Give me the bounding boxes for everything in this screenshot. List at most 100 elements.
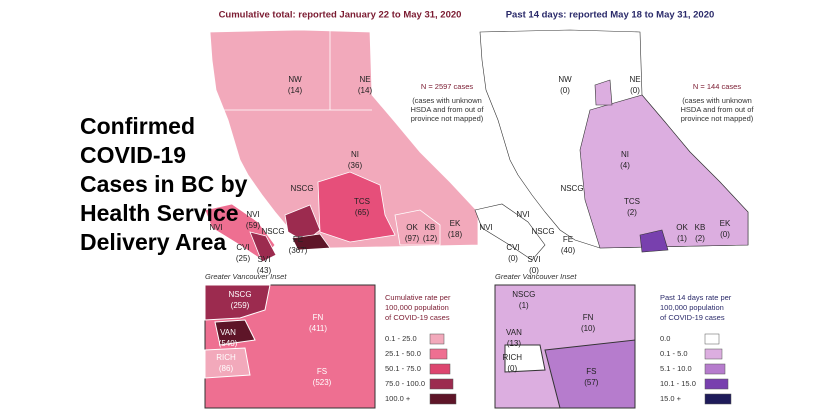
inset-title: Greater Vancouver Inset bbox=[495, 272, 577, 281]
region-name: NI bbox=[621, 150, 629, 159]
inset-region-count: (523) bbox=[313, 378, 332, 387]
title-line: Health Service bbox=[80, 200, 239, 226]
region-count: (2) bbox=[627, 208, 637, 217]
region-count: (0) bbox=[508, 254, 518, 263]
legend-swatch bbox=[704, 348, 723, 360]
note-line: HSDA and from out of bbox=[681, 105, 755, 114]
region-name: FE bbox=[293, 235, 303, 244]
inset-region-name: VAN bbox=[220, 328, 236, 337]
inset-region-count: (540) bbox=[219, 339, 238, 348]
region-name: NW bbox=[558, 75, 572, 84]
legend-swatch bbox=[429, 363, 451, 375]
region-name: OK bbox=[406, 223, 418, 232]
note-line: province not mapped) bbox=[411, 114, 484, 123]
note-line: HSDA and from out of bbox=[411, 105, 485, 114]
region-count: (0) bbox=[529, 266, 539, 275]
region-name: FE bbox=[563, 235, 573, 244]
inset-region-name: RICH bbox=[503, 353, 523, 362]
region-count: (97) bbox=[405, 234, 420, 243]
region-count: (0) bbox=[720, 230, 730, 239]
inset-region-name: RICH bbox=[216, 353, 236, 362]
note-line: (cases with unknown bbox=[412, 96, 482, 105]
legend-label: 75.0 - 100.0 bbox=[385, 379, 425, 388]
region-name: NSCG bbox=[290, 184, 313, 193]
case-count: N = 2597 cases bbox=[421, 82, 474, 91]
legend-swatch bbox=[704, 333, 720, 345]
inset-region-count: (1) bbox=[519, 301, 529, 310]
region-name: SVI bbox=[528, 255, 541, 264]
region-name: CVI bbox=[236, 243, 249, 252]
inset-region-name: FS bbox=[586, 367, 596, 376]
region-name: NE bbox=[629, 75, 640, 84]
map-header: Past 14 days: reported May 18 to May 31,… bbox=[506, 10, 715, 21]
legend-title-line: of COVID-19 cases bbox=[660, 313, 725, 322]
right-map-shapes bbox=[474, 29, 749, 261]
legend-swatch bbox=[704, 393, 732, 405]
region-count: (65) bbox=[355, 208, 370, 217]
region-count: (2) bbox=[695, 234, 705, 243]
region-name: NW bbox=[288, 75, 302, 84]
region-name: NVI bbox=[209, 223, 222, 232]
region-name: NSCG bbox=[261, 227, 284, 236]
inset-region-count: (13) bbox=[507, 339, 522, 348]
inset-region-name: VAN bbox=[506, 328, 522, 337]
legend-label: 0.1 - 25.0 bbox=[385, 334, 417, 343]
title-line: COVID-19 bbox=[80, 142, 186, 168]
region-name: KB bbox=[425, 223, 436, 232]
region-name: TCS bbox=[354, 197, 370, 206]
left-map-shapes bbox=[204, 29, 479, 263]
inset-region-name: FN bbox=[583, 313, 594, 322]
title-line: Delivery Area bbox=[80, 229, 226, 255]
insets bbox=[204, 284, 636, 409]
title-line: Confirmed bbox=[80, 113, 195, 139]
region-count: (14) bbox=[288, 86, 303, 95]
legend-label: 100.0 + bbox=[385, 394, 411, 403]
case-count: N = 144 cases bbox=[693, 82, 741, 91]
legend-label: 0.0 bbox=[660, 334, 670, 343]
note-line: province not mapped) bbox=[681, 114, 754, 123]
region-count: (4) bbox=[620, 161, 630, 170]
region-name: KB bbox=[695, 223, 706, 232]
region-name: EK bbox=[450, 219, 461, 228]
legend-title-line: Past 14 days rate per bbox=[660, 293, 732, 302]
inset-title: Greater Vancouver Inset bbox=[205, 272, 287, 281]
region-name: NVI bbox=[246, 210, 259, 219]
region-name: NI bbox=[351, 150, 359, 159]
legend-label: 50.1 - 75.0 bbox=[385, 364, 421, 373]
region-count: (0) bbox=[560, 86, 570, 95]
legend-swatch bbox=[429, 333, 445, 345]
inset-region-count: (411) bbox=[309, 324, 327, 333]
legend-title-line: 100,000 population bbox=[385, 303, 449, 312]
region-count: (367) bbox=[289, 246, 308, 255]
region-count: (14) bbox=[358, 86, 373, 95]
region-name: NVI bbox=[479, 223, 492, 232]
legend-label: 15.0 + bbox=[660, 394, 682, 403]
legend-label: 0.1 - 5.0 bbox=[660, 349, 688, 358]
legend-swatch bbox=[704, 363, 726, 375]
legend-title-line: of COVID-19 cases bbox=[385, 313, 450, 322]
legend-title-line: Cumulative rate per bbox=[385, 293, 451, 302]
legend-label: 10.1 - 15.0 bbox=[660, 379, 696, 388]
legend-swatch bbox=[429, 378, 454, 390]
legend-swatch bbox=[429, 348, 448, 360]
inset-region-name: FS bbox=[317, 367, 327, 376]
region-count: (40) bbox=[561, 246, 576, 255]
region-count: (18) bbox=[448, 230, 463, 239]
inset-region-count: (259) bbox=[231, 301, 250, 310]
region-name: CVI bbox=[506, 243, 519, 252]
region-name: NVI bbox=[516, 210, 529, 219]
region-count: (12) bbox=[423, 234, 438, 243]
inset-region-count: (57) bbox=[584, 378, 599, 387]
region-name: SVI bbox=[258, 255, 271, 264]
legend-label: 25.1 - 50.0 bbox=[385, 349, 421, 358]
region-count: (43) bbox=[257, 266, 272, 275]
inset-region-count: (86) bbox=[219, 364, 234, 373]
inset-region-count: (0) bbox=[507, 364, 517, 373]
region-name: TCS bbox=[624, 197, 640, 206]
legend-title-line: 100,000 population bbox=[660, 303, 724, 312]
region-count: (0) bbox=[630, 86, 640, 95]
region-count: (36) bbox=[348, 161, 363, 170]
inset-region-name: NSCG bbox=[512, 290, 535, 299]
legend-swatch bbox=[704, 378, 729, 390]
